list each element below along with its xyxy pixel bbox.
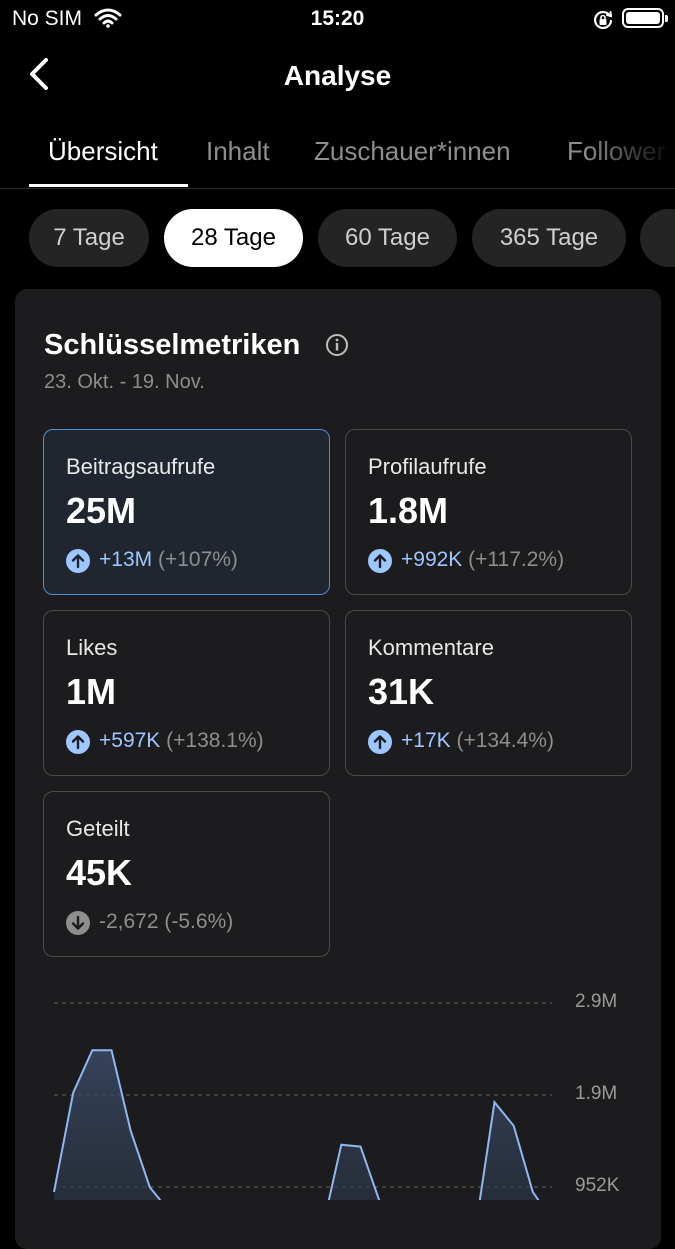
metric-percent: (+117.2%) [468, 548, 565, 571]
metric-label: Profilaufrufe [368, 454, 487, 479]
carrier-label: No SIM [12, 7, 83, 30]
metric-value: 25M [66, 490, 137, 531]
range-selector: 7 Tage 28 Tage 60 Tage 365 Tage [0, 209, 675, 269]
date-range: 23. Okt. - 19. Nov. [44, 371, 205, 393]
tab-viewers[interactable]: Zuschauer*innen [314, 136, 511, 166]
back-chevron-icon[interactable] [24, 54, 60, 98]
metric-delta: -2,672 [99, 910, 159, 933]
metric-label: Geteilt [66, 816, 130, 841]
metric-value: 1M [66, 671, 117, 712]
arrow-up-icon [66, 730, 90, 754]
chart-y-tick-label: 952K [575, 1175, 620, 1196]
key-metrics-card: Schlüsselmetriken 23. Okt. - 19. Nov. Be… [15, 289, 661, 1249]
tab-overview[interactable]: Übersicht [48, 136, 158, 166]
metric-comments[interactable]: Kommentare 31K +17K (+134.4%) [345, 610, 632, 776]
range-custom[interactable] [640, 209, 675, 267]
metric-label: Likes [66, 635, 118, 660]
chart-y-tick-label: 2.9M [575, 991, 618, 1012]
metric-delta: +13M [99, 548, 153, 571]
chart-y-tick-label: 1.9M [575, 1083, 618, 1104]
status-time: 15:20 [310, 7, 365, 30]
battery-icon [622, 8, 668, 28]
tabs-fade-overlay [585, 120, 675, 188]
active-tab-indicator [29, 184, 188, 187]
metric-profile-views[interactable]: Profilaufrufe 1.8M +992K (+117.2%) [345, 429, 632, 595]
metric-percent: (-5.6%) [164, 910, 234, 933]
metric-label: Kommentare [368, 635, 494, 660]
arrow-up-icon [66, 549, 90, 573]
metric-value: 45K [66, 852, 133, 893]
status-bar: No SIM 15:20 [0, 0, 675, 40]
wifi-icon [94, 8, 122, 28]
metric-delta: +17K [401, 729, 451, 752]
metric-likes[interactable]: Likes 1M +597K (+138.1%) [43, 610, 330, 776]
range-60-days[interactable]: 60 Tage [318, 209, 457, 267]
page-title: Analyse [283, 60, 392, 91]
arrow-down-icon [66, 911, 90, 935]
metric-label: Beitragsaufrufe [66, 454, 216, 479]
range-365-days[interactable]: 365 Tage [472, 209, 626, 267]
tab-bar: Übersicht Inhalt Zuschauer*innen Followe… [0, 120, 675, 189]
nav-header: Analyse [0, 44, 675, 108]
tab-content[interactable]: Inhalt [206, 136, 270, 166]
metric-post-views[interactable]: Beitragsaufrufe 25M +13M (+107%) [43, 429, 330, 595]
section-title: Schlüsselmetriken [44, 329, 301, 361]
arrow-up-icon [368, 730, 392, 754]
metric-value: 1.8M [368, 490, 449, 531]
info-icon[interactable] [325, 333, 349, 357]
arrow-up-icon [368, 549, 392, 573]
range-28-days[interactable]: 28 Tage [164, 209, 303, 267]
metric-value: 31K [368, 671, 435, 712]
metric-shares[interactable]: Geteilt 45K -2,672 (-5.6%) [43, 791, 330, 957]
metric-percent: (+107%) [157, 548, 238, 571]
metric-delta: +597K [99, 729, 161, 752]
metric-percent: (+138.1%) [166, 729, 264, 752]
range-7-days[interactable]: 7 Tage [29, 209, 149, 267]
metric-percent: (+134.4%) [456, 729, 554, 752]
rotation-lock-icon [593, 10, 613, 30]
metric-delta: +992K [401, 548, 463, 571]
